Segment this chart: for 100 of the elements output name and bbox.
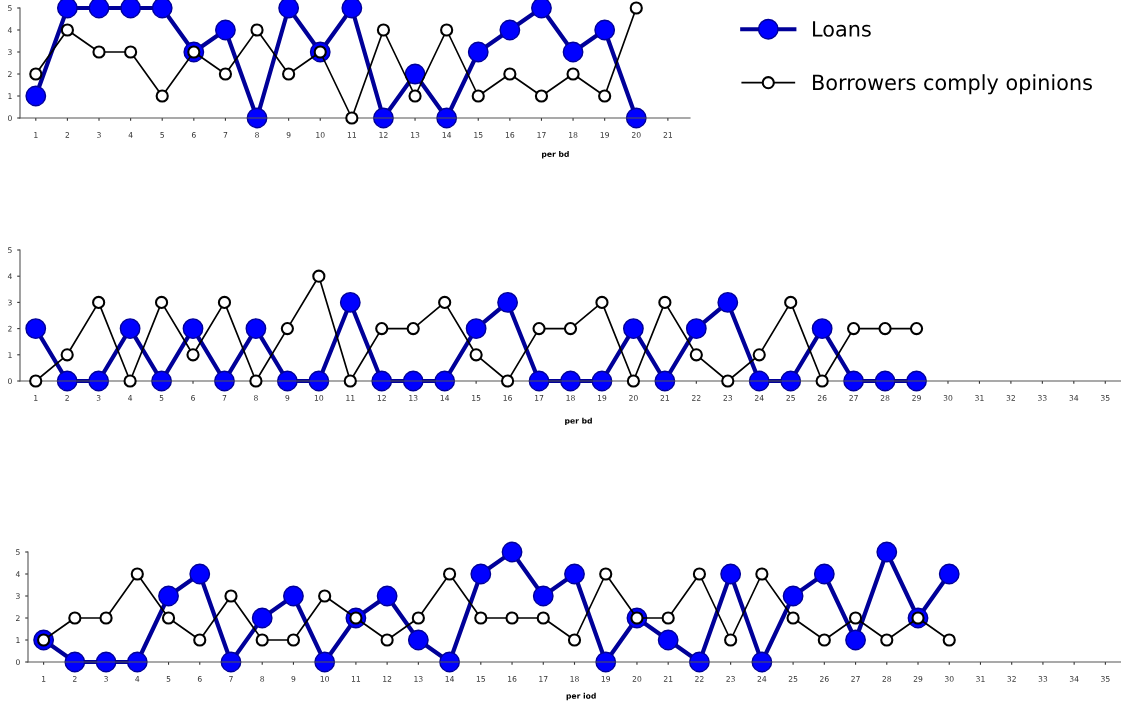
point [318, 589, 332, 603]
point [375, 322, 389, 336]
point [214, 370, 235, 392]
point [811, 318, 833, 340]
point [402, 370, 424, 392]
point [880, 633, 894, 647]
point [874, 370, 896, 392]
point [60, 348, 74, 362]
point [29, 67, 43, 81]
point [500, 374, 515, 388]
point [280, 322, 294, 336]
point [782, 585, 804, 607]
point [154, 295, 169, 309]
point [278, 0, 300, 19]
point [56, 370, 78, 392]
point [406, 322, 420, 336]
point [312, 269, 326, 283]
point [155, 89, 169, 103]
point [250, 23, 264, 37]
point [531, 0, 552, 19]
point [151, 0, 173, 19]
point [120, 0, 142, 19]
point [658, 295, 672, 309]
point [339, 291, 361, 313]
point [283, 585, 304, 607]
point [845, 629, 866, 651]
point [566, 67, 580, 81]
point [217, 295, 232, 309]
point [748, 370, 770, 392]
point [161, 611, 176, 625]
point [246, 107, 268, 129]
point [598, 89, 612, 103]
point [95, 651, 117, 673]
point [717, 291, 739, 313]
point [465, 318, 487, 340]
point [438, 295, 452, 309]
point [497, 291, 519, 313]
point [595, 295, 609, 309]
point [474, 611, 488, 625]
point [563, 322, 578, 336]
point [815, 374, 829, 388]
point [657, 629, 679, 651]
point [25, 318, 47, 340]
point [534, 89, 549, 103]
point [151, 370, 172, 392]
point [938, 563, 960, 585]
point [376, 23, 391, 37]
point [56, 0, 78, 19]
point [501, 541, 523, 563]
point [119, 318, 141, 340]
point [411, 611, 425, 625]
point [341, 0, 363, 19]
point [594, 19, 616, 41]
point [692, 567, 707, 581]
point [843, 370, 865, 392]
point [218, 67, 233, 81]
point [629, 1, 643, 15]
point [92, 45, 106, 59]
point [373, 107, 394, 129]
point [215, 19, 236, 41]
point [99, 611, 113, 625]
point [29, 374, 43, 388]
point [467, 41, 489, 63]
point [724, 633, 738, 647]
point [786, 611, 800, 625]
point [251, 607, 273, 629]
point [848, 611, 863, 625]
point [407, 629, 429, 651]
point [286, 633, 301, 647]
point [599, 567, 613, 581]
point [88, 0, 110, 19]
point [689, 348, 703, 362]
point [562, 41, 584, 63]
legend-label: Borrowers comply opinions [813, 74, 1092, 95]
point [404, 63, 426, 85]
point [878, 322, 892, 336]
point [439, 651, 461, 673]
point [436, 107, 458, 129]
point [661, 611, 675, 625]
legend-label: Loans [813, 21, 871, 37]
point [442, 567, 457, 581]
point [471, 89, 485, 103]
point [380, 633, 394, 647]
point [130, 567, 144, 581]
point [276, 370, 298, 392]
point [499, 19, 521, 41]
point [376, 585, 398, 607]
point [469, 348, 483, 362]
point [567, 633, 582, 647]
point [182, 318, 204, 340]
point [532, 322, 546, 336]
point [847, 322, 861, 336]
point [505, 611, 519, 625]
point [224, 589, 238, 603]
point [780, 370, 802, 392]
point [314, 651, 336, 673]
point [308, 370, 330, 392]
point [158, 585, 179, 607]
point [282, 67, 296, 81]
point [434, 370, 456, 392]
